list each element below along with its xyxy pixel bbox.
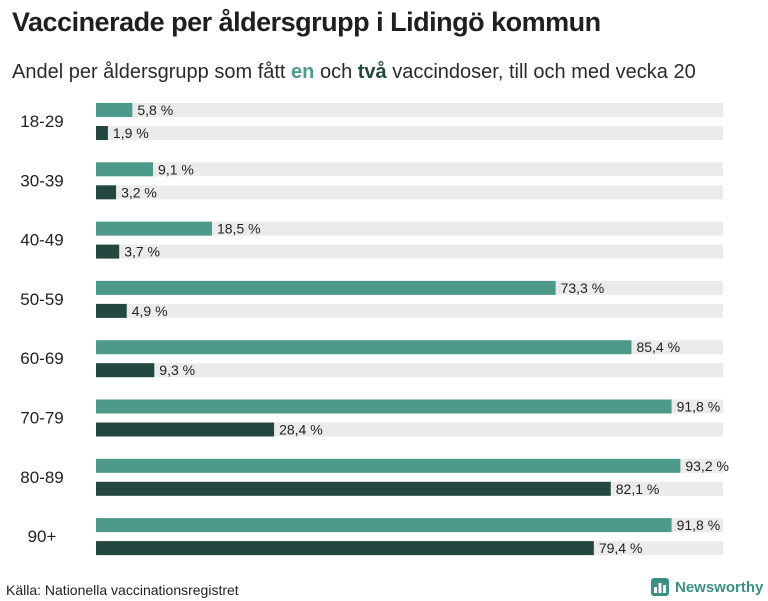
category-label-80-89: 80-89 bbox=[20, 468, 63, 487]
category-label-90-plus: 90+ bbox=[28, 527, 57, 546]
bar-track bbox=[96, 126, 723, 140]
bar-track bbox=[96, 103, 723, 117]
chart-title: Vaccinerade per åldersgrupp i Lidingö ko… bbox=[12, 7, 601, 37]
value-label-two-doses: 82,1 % bbox=[616, 481, 660, 497]
brand-logo: Newsworthy bbox=[651, 578, 763, 596]
bar-one-dose-50-59 bbox=[96, 280, 556, 295]
bar-two-doses-60-69 bbox=[96, 363, 155, 378]
subtitle-one-dose-highlight: en bbox=[291, 61, 315, 83]
subtitle-text-middle: och bbox=[314, 61, 358, 83]
value-label-one-dose: 85,4 % bbox=[636, 339, 680, 355]
chart-subtitle: Andel per åldersgrupp som fått en och tv… bbox=[12, 61, 696, 84]
subtitle-text-after: vaccindoser, till och med vecka 20 bbox=[386, 61, 696, 83]
bar-one-dose-60-69 bbox=[96, 340, 632, 355]
value-label-two-doses: 79,4 % bbox=[599, 540, 643, 556]
value-label-one-dose: 73,3 % bbox=[561, 280, 605, 296]
category-label-50-59: 50-59 bbox=[20, 290, 63, 309]
value-label-two-doses: 4,9 % bbox=[132, 303, 168, 319]
value-label-two-doses: 1,9 % bbox=[113, 125, 149, 141]
bar-track bbox=[96, 162, 723, 177]
category-label-30-39: 30-39 bbox=[20, 171, 63, 190]
bar-two-doses-40-49 bbox=[96, 244, 120, 259]
bar-track bbox=[96, 244, 723, 259]
bar-track bbox=[96, 185, 723, 200]
newsworthy-logo-icon bbox=[651, 578, 669, 596]
value-label-one-dose: 91,8 % bbox=[677, 517, 721, 533]
value-label-one-dose: 5,8 % bbox=[137, 102, 173, 118]
bar-two-doses-90-plus bbox=[96, 541, 594, 556]
value-label-two-doses: 28,4 % bbox=[279, 422, 323, 438]
value-label-one-dose: 93,2 % bbox=[685, 458, 729, 474]
value-label-one-dose: 9,1 % bbox=[158, 161, 194, 177]
bar-track bbox=[96, 221, 723, 236]
value-label-two-doses: 3,2 % bbox=[121, 184, 157, 200]
value-label-one-dose: 91,8 % bbox=[677, 399, 721, 415]
value-label-one-dose: 18,5 % bbox=[217, 221, 261, 237]
bar-two-doses-50-59 bbox=[96, 303, 127, 318]
brand-name: Newsworthy bbox=[675, 578, 764, 596]
bar-one-dose-90-plus bbox=[96, 518, 672, 533]
category-label-70-79: 70-79 bbox=[20, 409, 63, 428]
value-label-two-doses: 9,3 % bbox=[159, 362, 195, 378]
bar-one-dose-80-89 bbox=[96, 458, 681, 473]
bar-two-doses-80-89 bbox=[96, 481, 611, 496]
category-label-18-29: 18-29 bbox=[20, 112, 63, 131]
bar-track bbox=[96, 303, 723, 318]
bar-one-dose-30-39 bbox=[96, 162, 154, 177]
bar-one-dose-40-49 bbox=[96, 221, 212, 236]
source-note: Källa: Nationella vaccinationsregistret bbox=[6, 582, 239, 598]
value-label-two-doses: 3,7 % bbox=[124, 244, 160, 260]
bar-one-dose-70-79 bbox=[96, 399, 672, 414]
category-label-40-49: 40-49 bbox=[20, 231, 63, 250]
subtitle-text-before: Andel per åldersgrupp som fått bbox=[12, 61, 292, 83]
bar-track bbox=[96, 363, 723, 378]
subtitle-two-doses-highlight: två bbox=[357, 61, 387, 83]
bar-two-doses-18-29 bbox=[96, 126, 108, 140]
bar-two-doses-30-39 bbox=[96, 185, 117, 200]
category-label-60-69: 60-69 bbox=[20, 349, 63, 368]
bar-two-doses-70-79 bbox=[96, 422, 275, 437]
bar-one-dose-18-29 bbox=[96, 103, 133, 117]
